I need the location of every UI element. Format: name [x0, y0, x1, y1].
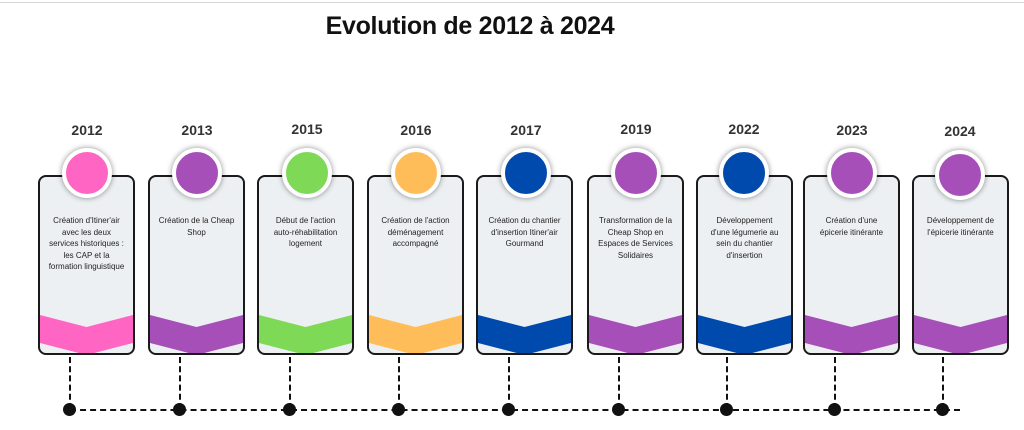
milestone-connector — [618, 357, 620, 409]
milestone-dot-2016 — [391, 148, 441, 198]
timeline-node-2019 — [612, 403, 625, 416]
milestone-color-band — [40, 315, 133, 353]
milestone-connector — [69, 357, 71, 409]
milestone-year-2023: 2023 — [836, 122, 868, 138]
milestone-color-band — [589, 315, 682, 353]
milestone-connector — [289, 357, 291, 409]
milestone-description: Développement d'une légumerie au sein du… — [710, 216, 779, 260]
milestone-color-band — [259, 315, 352, 353]
milestone-description: Création de la Cheap Shop — [158, 216, 235, 237]
milestone-card-2023: Création d'une épicerie itinérante — [803, 175, 900, 355]
milestone-connector — [398, 357, 400, 409]
milestone-card-2017: Création du chantier d'insertion Itiner'… — [476, 175, 573, 355]
milestone-card-2013: Création de la Cheap Shop — [148, 175, 245, 355]
milestone-dot-2022 — [719, 148, 769, 198]
milestone-year-2024: 2024 — [944, 123, 976, 139]
milestone-description: Création d'Itiner'air avec les deux serv… — [48, 216, 125, 271]
milestone-description: Début de l'action auto-réhabilitation lo… — [273, 216, 338, 248]
milestone-year-2015: 2015 — [291, 121, 323, 137]
timeline-node-2012 — [63, 403, 76, 416]
milestone-dot-2019 — [611, 148, 661, 198]
milestone-card-2024: Développement de l'épicerie itinérante — [912, 175, 1009, 355]
milestone-year-2017: 2017 — [510, 122, 542, 138]
milestone-description: Transformation de la Cheap Shop en Espac… — [598, 216, 673, 260]
timeline-node-2016 — [392, 403, 405, 416]
milestone-description: Création d'une épicerie itinérante — [819, 216, 884, 237]
milestone-dot-2017 — [501, 148, 551, 198]
milestone-year-2019: 2019 — [620, 121, 652, 137]
milestone-dot-2015 — [282, 148, 332, 198]
timeline-node-2022 — [720, 403, 733, 416]
milestone-dot-2013 — [172, 148, 222, 198]
milestone-description: Création du chantier d'insertion Itiner'… — [488, 216, 561, 248]
milestone-description: Développement de l'épicerie itinérante — [926, 216, 995, 237]
timeline-node-2013 — [173, 403, 186, 416]
timeline-node-2015 — [283, 403, 296, 416]
milestone-card-2022: Développement d'une légumerie au sein du… — [696, 175, 793, 355]
milestone-card-2015: Début de l'action auto-réhabilitation lo… — [257, 175, 354, 355]
milestone-color-band — [478, 315, 571, 353]
milestone-year-2012: 2012 — [71, 122, 103, 138]
timeline-title: Evolution de 2012 à 2024 — [325, 12, 615, 40]
milestone-dot-2012 — [62, 148, 112, 198]
milestone-card-2012: Création d'Itiner'air avec les deux serv… — [38, 175, 135, 355]
milestone-description: Création de l'action déménagement accomp… — [381, 216, 450, 248]
milestone-dot-2024 — [935, 150, 985, 200]
milestone-card-2019: Transformation de la Cheap Shop en Espac… — [587, 175, 684, 355]
milestone-color-band — [914, 315, 1007, 353]
milestone-color-band — [698, 315, 791, 353]
timeline-node-2024 — [936, 403, 949, 416]
timeline-node-2017 — [502, 403, 515, 416]
milestone-connector — [942, 357, 944, 409]
milestone-connector — [726, 357, 728, 409]
milestone-color-band — [150, 315, 243, 353]
milestone-year-2013: 2013 — [181, 122, 213, 138]
milestone-connector — [179, 357, 181, 409]
milestone-dot-2023 — [827, 148, 877, 198]
milestone-connector — [508, 357, 510, 409]
milestone-color-band — [805, 315, 898, 353]
milestone-card-2016: Création de l'action déménagement accomp… — [367, 175, 464, 355]
milestone-connector — [834, 357, 836, 409]
top-divider — [0, 2, 1024, 3]
milestone-color-band — [369, 315, 462, 353]
timeline-node-2023 — [828, 403, 841, 416]
timeline-axis — [70, 409, 960, 411]
milestone-year-2016: 2016 — [400, 122, 432, 138]
milestone-year-2022: 2022 — [728, 121, 760, 137]
